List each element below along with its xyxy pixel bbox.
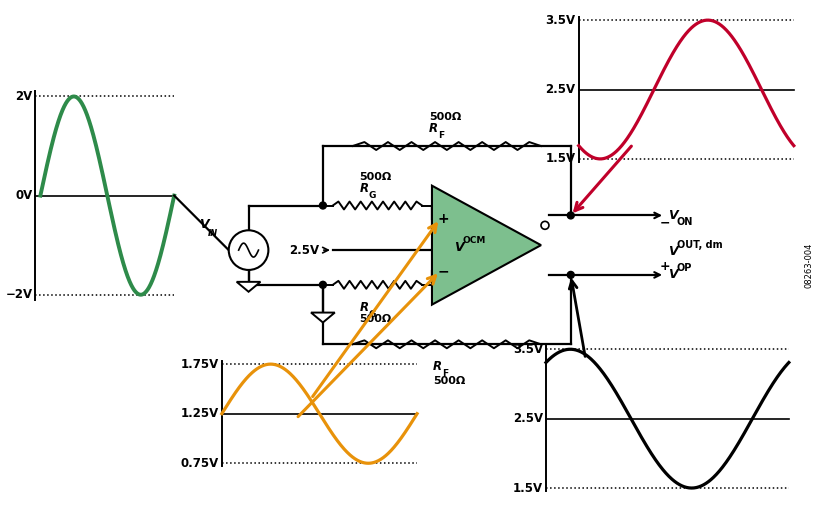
Polygon shape: [311, 313, 335, 323]
Text: F: F: [442, 369, 448, 378]
Text: 2.5V: 2.5V: [289, 243, 319, 257]
Text: OP: OP: [676, 263, 692, 273]
Text: V: V: [668, 268, 677, 281]
Text: +: +: [660, 260, 671, 274]
Text: 500Ω: 500Ω: [360, 172, 392, 182]
Text: 2.5V: 2.5V: [546, 83, 576, 96]
Text: 3.5V: 3.5V: [513, 343, 543, 356]
Text: 1.5V: 1.5V: [546, 152, 576, 165]
Text: R: R: [433, 360, 442, 373]
Text: OUT, dm: OUT, dm: [676, 240, 722, 250]
Text: −: −: [660, 217, 671, 230]
Text: 1.75V: 1.75V: [181, 358, 219, 370]
Text: 500Ω: 500Ω: [433, 376, 465, 386]
Circle shape: [320, 281, 326, 288]
Text: ON: ON: [676, 217, 693, 227]
Text: 1.25V: 1.25V: [181, 407, 219, 420]
Text: V: V: [668, 209, 677, 222]
Circle shape: [568, 212, 574, 219]
Text: 08263-004: 08263-004: [804, 242, 813, 288]
Text: 500Ω: 500Ω: [360, 315, 392, 325]
Text: 1.5V: 1.5V: [513, 482, 543, 494]
Text: R: R: [360, 182, 369, 194]
Text: G: G: [369, 191, 376, 200]
Text: −2V: −2V: [6, 288, 33, 301]
Text: 3.5V: 3.5V: [546, 14, 576, 27]
Circle shape: [568, 271, 574, 278]
Circle shape: [541, 221, 549, 229]
Text: 0V: 0V: [16, 189, 33, 202]
Polygon shape: [432, 186, 541, 305]
Text: 500Ω: 500Ω: [429, 112, 461, 122]
Text: V: V: [454, 241, 464, 254]
Text: V: V: [668, 245, 677, 258]
Text: 2V: 2V: [16, 90, 33, 103]
Text: −: −: [438, 265, 450, 278]
Text: V: V: [199, 218, 209, 231]
Polygon shape: [236, 282, 260, 292]
Text: R: R: [360, 300, 369, 314]
Circle shape: [229, 230, 268, 270]
Text: G: G: [369, 309, 376, 318]
Text: OCM: OCM: [463, 236, 486, 245]
Text: 0.75V: 0.75V: [181, 457, 219, 470]
Text: +: +: [438, 212, 450, 226]
Text: IN: IN: [208, 229, 218, 238]
Text: F: F: [438, 131, 444, 140]
Circle shape: [320, 202, 326, 209]
Text: 2.5V: 2.5V: [513, 412, 543, 425]
Text: R: R: [429, 122, 438, 135]
